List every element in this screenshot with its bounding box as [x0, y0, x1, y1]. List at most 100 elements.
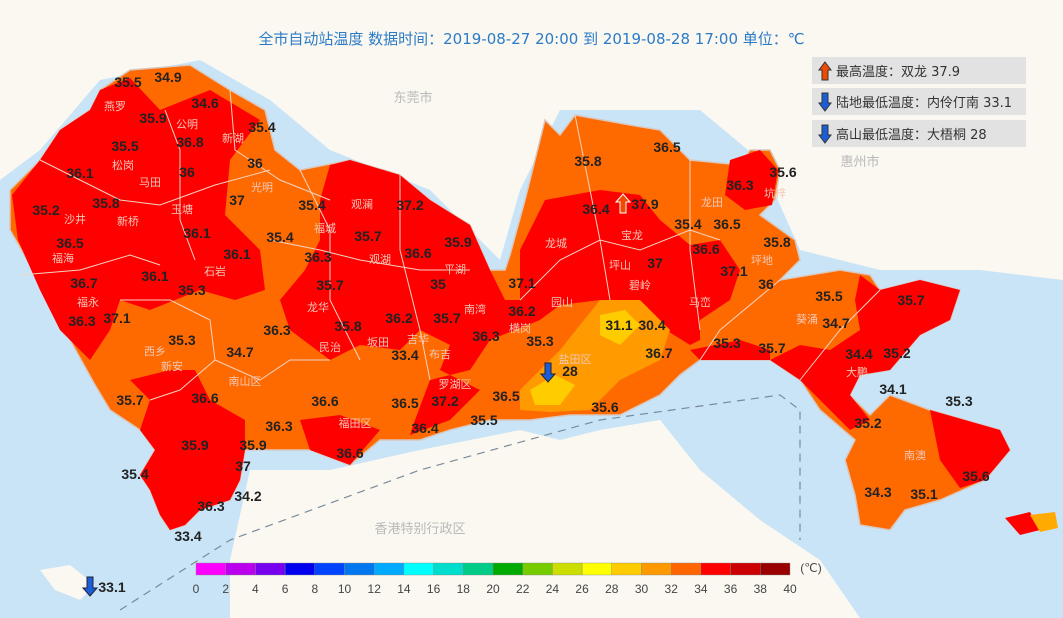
district-label: 坪山 [609, 259, 631, 272]
station-temperature: 35.7 [897, 292, 924, 308]
station-temperature: 35.8 [763, 234, 790, 250]
color-swatch [374, 562, 405, 576]
district-label: 西乡 [144, 345, 166, 358]
station-temperature: 36.6 [336, 445, 363, 461]
district-label: 大鹏 [846, 365, 868, 379]
scale-tick-label: 28 [605, 582, 619, 596]
color-swatch [552, 562, 583, 576]
station-temperature: 35.8 [574, 153, 601, 169]
arrow-down-icon [539, 362, 557, 383]
scale-tick-label: 40 [783, 582, 797, 596]
station-temperature: 36.1 [223, 246, 250, 262]
district-label: 南山区 [229, 375, 262, 388]
district-label: 福海 [52, 251, 74, 265]
station-temperature: 35 [430, 276, 446, 292]
station-temperature: 35.9 [181, 437, 208, 453]
station-temperature: 37 [235, 458, 251, 474]
district-label: 布吉 [429, 348, 451, 361]
station-temperature: 35.4 [248, 119, 275, 135]
district-label: 观湖 [369, 253, 391, 266]
station-temperature: 33.4 [391, 347, 418, 363]
station-temperature: 35.3 [178, 282, 205, 298]
station-temperature: 34.3 [864, 484, 891, 500]
station-temperature: 35.7 [354, 228, 381, 244]
legend-land-min-temp-text: 陆地最低温度：内伶仃南 33.1 [836, 96, 1013, 111]
color-swatch [403, 562, 434, 576]
color-swatch [195, 562, 226, 576]
color-swatch [611, 562, 642, 576]
hk-boundary-line [119, 394, 801, 611]
zone-30-34 [520, 300, 670, 412]
scale-tick-label: 8 [311, 582, 318, 596]
color-swatch [760, 562, 791, 576]
district-label: 光明 [251, 180, 273, 194]
station-temperature: 30.4 [638, 317, 665, 333]
district-label: 新桥 [117, 214, 139, 228]
station-temperature: 35.6 [962, 468, 989, 484]
station-temperature: 35.3 [713, 335, 740, 351]
scale-tick-label: 6 [282, 582, 289, 596]
station-temperature: 35.3 [526, 333, 553, 349]
station-temperature: 35.4 [266, 229, 293, 245]
station-temperature: 35.5 [111, 138, 138, 154]
station-temperature: 36 [758, 276, 774, 292]
station-temperature: 35.5 [114, 74, 141, 90]
station-temperature: 31.1 [605, 317, 632, 333]
scale-tick-label: 16 [427, 582, 441, 596]
color-scale-bar: 0 2 4 6 8 10 12 14 16 18 20 22 24 26 28 30 32 34 36 38 40(℃) [193, 561, 822, 596]
station-temperature: 36.3 [263, 322, 290, 338]
island-east [1005, 512, 1040, 535]
scale-tick-label: 18 [457, 582, 471, 596]
station-temperature: 36 [179, 164, 195, 180]
station-temperature: 28 [562, 363, 578, 379]
station-temperature: 36.7 [70, 275, 97, 291]
scale-unit-label: (℃) [800, 561, 821, 575]
color-swatch [641, 562, 672, 576]
station-temperature: 37.1 [508, 275, 535, 291]
station-temperature: 35.8 [334, 318, 361, 334]
station-temperature: 33.4 [174, 528, 201, 544]
scale-tick-label: 38 [754, 582, 768, 596]
station-temperature: 36.5 [492, 388, 519, 404]
scale-tick-label: 0 [193, 582, 200, 596]
district-label: 罗湖区 [439, 378, 472, 391]
station-temperature: 35.7 [116, 392, 143, 408]
scale-tick-label: 22 [516, 582, 530, 596]
station-temperature: 36.5 [56, 235, 83, 251]
station-temperature: 36.5 [391, 395, 418, 411]
station-temperature: 35.5 [815, 288, 842, 304]
station-temperature: 35.4 [121, 466, 148, 482]
color-swatch [463, 562, 494, 576]
station-temperature: 36.3 [197, 498, 224, 514]
scale-tick-label: 32 [665, 582, 679, 596]
station-temperature: 34.2 [234, 488, 261, 504]
district-label: 坂田 [367, 336, 389, 349]
district-label: 南澳 [904, 449, 926, 462]
station-temperature: 36.5 [653, 139, 680, 155]
district-label: 福城 [314, 221, 336, 235]
district-label: 平湖 [444, 263, 466, 276]
station-temperature: 36 [247, 155, 263, 171]
station-temperature: 36.5 [713, 216, 740, 232]
station-temperature: 35.5 [470, 412, 497, 428]
station-temperature: 36.3 [265, 418, 292, 434]
station-temperature: 36.1 [183, 225, 210, 241]
city-label: 香港特别行政区 [374, 522, 465, 537]
color-swatch [730, 562, 761, 576]
scale-tick-label: 14 [397, 582, 411, 596]
station-temperature: 36.1 [66, 165, 93, 181]
arrow-up-icon [614, 193, 632, 214]
district-label: 园山 [551, 296, 573, 309]
district-label: 马峦 [689, 295, 711, 309]
city-label: 惠州市 [840, 154, 879, 170]
station-temperature: 37 [647, 255, 663, 271]
scale-tick-label: 26 [575, 582, 589, 596]
color-swatch [284, 562, 316, 576]
legend-max-temp-text: 最高温度：双龙 37.9 [836, 65, 961, 80]
station-temperature: 37 [229, 192, 245, 208]
station-temperature: 34.7 [226, 344, 253, 360]
district-label: 南湾 [464, 302, 486, 316]
scale-tick-label: 24 [546, 582, 560, 596]
district-label: 新湖 [222, 131, 244, 145]
